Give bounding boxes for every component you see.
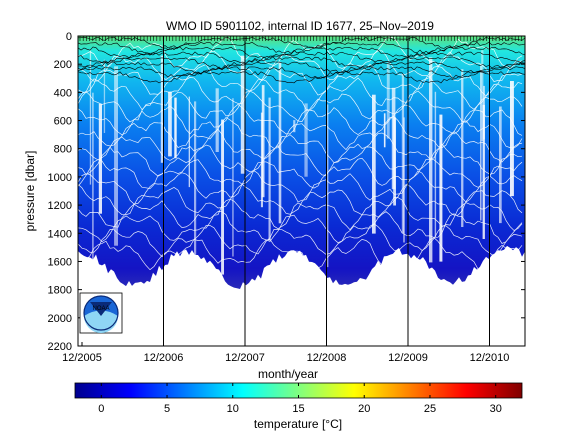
year-markers — [163, 36, 490, 346]
colorbar-tick-label: 5 — [164, 403, 170, 415]
x-tick-label: 12/2007 — [225, 352, 265, 364]
axes-frame — [77, 35, 526, 347]
y-tick-label: 800 — [54, 144, 72, 156]
colorbar-tick-label: 0 — [98, 403, 104, 415]
y-tick-label: 1000 — [48, 172, 72, 184]
colorbar-label: temperature [°C] — [254, 417, 342, 431]
temperature-field — [78, 36, 525, 289]
y-tick-label: 1600 — [48, 256, 72, 268]
x-axis: 12/2005 12/2006 12/2007 12/2008 12/2009 12/20… — [62, 342, 509, 364]
plot-area — [78, 36, 525, 346]
y-tick-label: 1800 — [48, 285, 72, 297]
colorbar-tick-label: 10 — [227, 403, 239, 415]
y-tick-label: 600 — [54, 116, 72, 128]
surface-isotherms — [78, 36, 525, 84]
y-tick-label: 0 — [66, 31, 72, 43]
profile-ticks — [79, 36, 526, 41]
colorbar-tick-label: 20 — [358, 403, 370, 415]
y-axis-label: pressure [dbar] — [23, 151, 37, 232]
data-gaps — [89, 50, 514, 275]
y-tick-label: 200 — [54, 59, 72, 71]
x-tick-label: 12/2006 — [144, 352, 184, 364]
y-tick-label: 2000 — [48, 313, 72, 325]
y-tick-label: 1400 — [48, 228, 72, 240]
svg-text:NOAA: NOAA — [92, 306, 109, 312]
x-tick-label: 12/2008 — [307, 352, 347, 364]
chart-title: WMO ID 5901102, internal ID 1677, 25–Nov… — [166, 19, 434, 33]
colorbar-tick-label: 25 — [424, 403, 436, 415]
y-tick-label: 1200 — [48, 200, 72, 212]
x-tick-label: 12/2009 — [388, 352, 428, 364]
colorbar-tick-label: 15 — [292, 403, 304, 415]
x-tick-label: 12/2010 — [470, 352, 510, 364]
colorbar-ticks: 0 5 10 15 20 25 30 — [98, 383, 502, 415]
y-axis: 0 200 400 600 800 1000 1200 1400 1600 1800 2000 220… — [48, 31, 525, 353]
x-tick-label: 12/2005 — [62, 352, 102, 364]
y-tick-label: 2200 — [48, 341, 72, 353]
colorbar-tick-label: 30 — [490, 403, 502, 415]
x-axis-label: month/year — [258, 367, 318, 381]
y-tick-label: 400 — [54, 87, 72, 99]
noaa-logo: NOAA — [79, 292, 123, 334]
